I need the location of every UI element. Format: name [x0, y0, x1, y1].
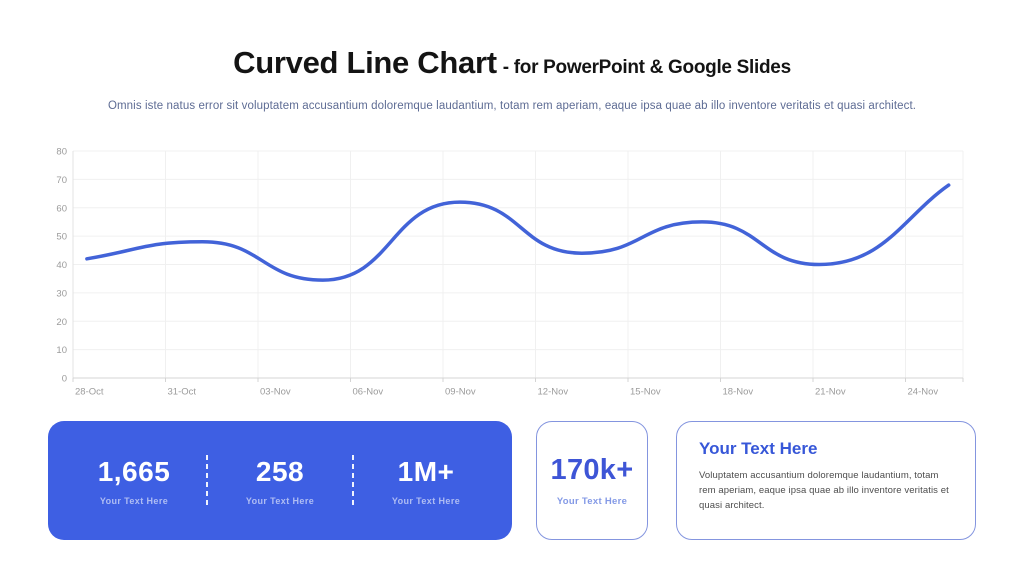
x-axis-label: 06-Nov — [353, 387, 384, 398]
highlight-card: 170k+ Your Text Here — [536, 421, 648, 540]
y-axis-label: 20 — [56, 317, 67, 328]
text-card-title: Your Text Here — [699, 439, 818, 458]
y-axis-label: 70 — [56, 175, 67, 186]
x-axis-label: 28-Oct — [75, 387, 104, 398]
slide-header: Curved Line Chart - for PowerPoint & Goog… — [0, 45, 1024, 113]
y-axis-label: 40 — [56, 260, 67, 271]
x-axis-label: 24-Nov — [908, 387, 939, 398]
dashed-divider — [206, 454, 208, 507]
stat-label: Your Text Here — [391, 495, 461, 506]
cards-row: 1,665 Your Text Here 258 Your Text Here … — [48, 421, 976, 540]
y-axis-label: 50 — [56, 232, 67, 243]
stats-card: 1,665 Your Text Here 258 Your Text Here … — [48, 421, 512, 540]
x-axis-label: 18-Nov — [723, 387, 754, 398]
x-axis-label: 31-Oct — [168, 387, 197, 398]
page-title-main: Curved Line Chart — [233, 45, 497, 80]
stat-item: 1M+ Your Text Here — [354, 456, 498, 506]
highlight-value: 170k+ — [550, 454, 634, 486]
x-axis-label: 03-Nov — [260, 387, 291, 398]
page-title: Curved Line Chart - for PowerPoint & Goog… — [0, 45, 1024, 80]
x-axis-label: 21-Nov — [815, 387, 846, 398]
x-axis-label: 09-Nov — [445, 387, 476, 398]
y-axis-label: 60 — [56, 203, 67, 214]
y-axis-label: 80 — [56, 147, 67, 158]
x-axis-label: 15-Nov — [630, 387, 661, 398]
text-card: Your Text Here Voluptatem accusantium do… — [676, 421, 976, 540]
text-card-body: Voluptatem accusantium doloremque laudan… — [699, 470, 949, 511]
data-line-series — [85, 183, 951, 282]
y-axis-label: 0 — [62, 374, 67, 385]
stat-item: 1,665 Your Text Here — [62, 456, 206, 506]
x-axis-label: 12-Nov — [538, 387, 569, 398]
dashed-divider — [352, 454, 354, 507]
stat-item: 258 Your Text Here — [208, 456, 352, 506]
y-axis-label: 30 — [56, 288, 67, 299]
stat-value: 258 — [255, 455, 305, 487]
stat-label: Your Text Here — [99, 495, 169, 506]
subtitle: Omnis iste natus error sit voluptatem ac… — [107, 100, 917, 113]
y-axis-label: 10 — [56, 345, 67, 356]
highlight-label: Your Text Here — [556, 496, 628, 507]
stat-value: 1,665 — [97, 455, 171, 487]
stat-value: 1M+ — [397, 455, 455, 487]
stat-label: Your Text Here — [245, 495, 315, 506]
page-title-suffix: - for PowerPoint & Google Slides — [502, 57, 791, 78]
